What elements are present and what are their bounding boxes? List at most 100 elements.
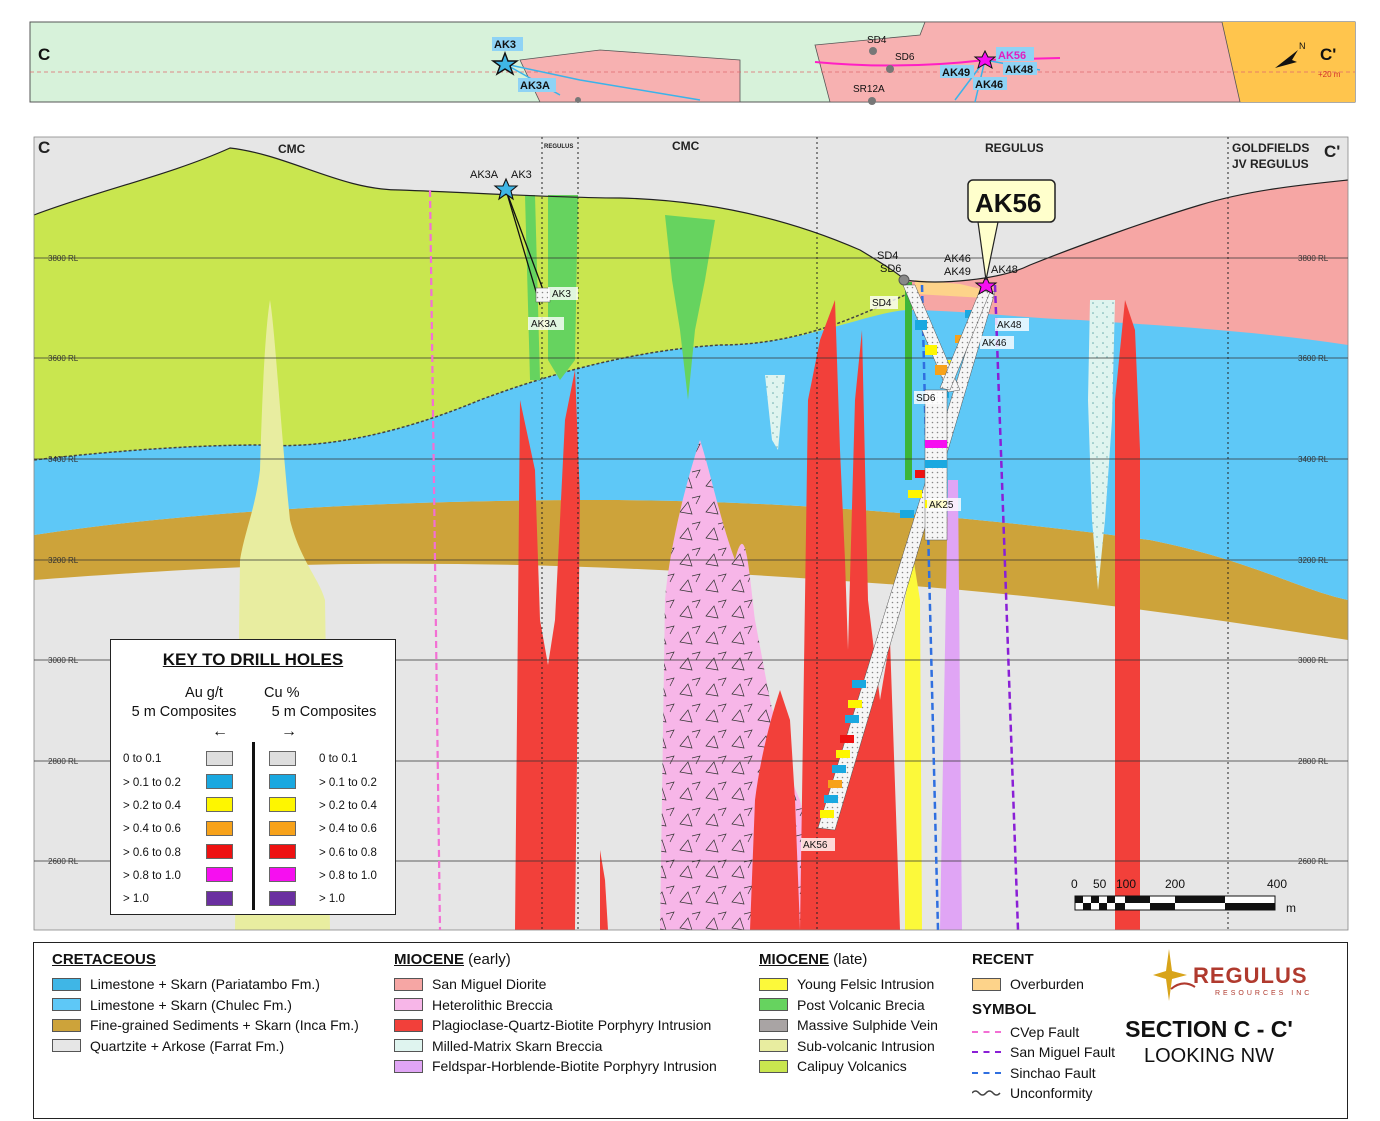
legend-item: Calipuy Volcanics bbox=[759, 1056, 938, 1077]
legend-item-label: Milled-Matrix Skarn Breccia bbox=[432, 1037, 603, 1054]
key-au-range: 0 to 0.1 bbox=[123, 753, 162, 765]
legend-miocene-early: MIOCENE (early) San Miguel Diorite Heter… bbox=[394, 951, 717, 1077]
collar-label-sd6: SD6 bbox=[880, 263, 901, 275]
legend-item-label: San Miguel Fault bbox=[1010, 1044, 1116, 1061]
key-cu-swatch bbox=[269, 751, 296, 766]
legend-item-label: Calipuy Volcanics bbox=[797, 1058, 907, 1075]
legend-heading-symbol: SYMBOL bbox=[972, 1000, 1037, 1018]
key-au-swatch bbox=[206, 821, 233, 836]
legend-item: CVep Fault bbox=[972, 1022, 1115, 1043]
scale-tick-400: 400 bbox=[1267, 877, 1287, 891]
key-cu-swatch bbox=[269, 797, 296, 812]
legend-item: Limestone + Skarn (Chulec Fm.) bbox=[52, 995, 359, 1016]
legend-item: Massive Sulphide Vein bbox=[759, 1015, 938, 1036]
key-au-range: > 1.0 bbox=[123, 893, 149, 905]
collar-label-ak3a: AK3A bbox=[470, 169, 499, 181]
legend-item-label: San Miguel Diorite bbox=[432, 976, 547, 993]
section-title-line2: LOOKING NW bbox=[1143, 1045, 1274, 1067]
key-title: KEY TO DRILL HOLES bbox=[162, 650, 344, 669]
key-cu-swatch bbox=[269, 867, 296, 882]
key-au-header-line2: 5 m Composites bbox=[131, 704, 237, 720]
legend-heading-miocene-late-sub: (late) bbox=[829, 951, 868, 968]
plan-hole-ak56: AK56 bbox=[998, 50, 1026, 62]
legend-cretaceous: CRETACEOUS Limestone + Skarn (Pariatambo… bbox=[52, 951, 359, 1056]
key-au-swatch bbox=[206, 751, 233, 766]
collar-dot-sd bbox=[898, 274, 910, 286]
legend-item-label: Unconformity bbox=[1010, 1085, 1093, 1102]
key-au-swatch bbox=[206, 797, 233, 812]
ak56-callout: AK56 bbox=[967, 179, 1056, 281]
rl-label-right-3000: 3000 RL bbox=[1298, 656, 1329, 665]
plan-hole-ak49: AK49 bbox=[942, 67, 970, 79]
collar-label-sd4: SD4 bbox=[877, 250, 898, 262]
key-cu-header: Cu % 5 m Composites → bbox=[259, 684, 389, 741]
legend-heading-cretaceous: CRETACEOUS bbox=[52, 951, 156, 968]
rl-label-right-3400: 3400 RL bbox=[1298, 455, 1329, 464]
rl-label-right-2800: 2800 RL bbox=[1298, 757, 1329, 766]
rl-label-right-3200: 3200 RL bbox=[1298, 556, 1329, 565]
sinchao-fault-line bbox=[920, 284, 940, 931]
rl-label-right-2600: 2600 RL bbox=[1298, 857, 1329, 866]
plan-hole-sr12a: SR12A bbox=[853, 84, 885, 95]
legend-item: Sinchao Fault bbox=[972, 1063, 1115, 1084]
legend-heading-recent: RECENT bbox=[972, 951, 1034, 968]
collar-star-ak3 bbox=[493, 177, 519, 201]
key-au-range: > 0.4 to 0.6 bbox=[123, 823, 181, 835]
drill-hole-sd6 bbox=[924, 389, 948, 541]
key-cu-swatch bbox=[269, 891, 296, 906]
key-cu-range: > 0.8 to 1.0 bbox=[319, 870, 377, 882]
key-au-range: > 0.6 to 0.8 bbox=[123, 847, 181, 859]
collar-label-ak49: AK49 bbox=[944, 266, 971, 278]
plan-label-c-prime: C' bbox=[1320, 45, 1336, 64]
collar-label-ak48: AK48 bbox=[991, 264, 1018, 276]
legend-item: Feldspar-Horblende-Biotite Porphyry Intr… bbox=[394, 1056, 717, 1077]
legend-item-label: Quartzite + Arkose (Farrat Fm.) bbox=[90, 1037, 285, 1054]
rl-label-left-3800: 3800 RL bbox=[48, 254, 79, 263]
legend-item-label: Overburden bbox=[1010, 976, 1084, 993]
legend-item-label: Limestone + Skarn (Pariatambo Fm.) bbox=[90, 976, 320, 993]
callout-text: AK56 bbox=[975, 188, 1041, 218]
legend-item-label: CVep Fault bbox=[1010, 1023, 1080, 1040]
hole-label-ak25: AK25 bbox=[929, 500, 954, 511]
legend-item-label: Young Felsic Intrusion bbox=[797, 976, 935, 993]
key-au-swatch bbox=[206, 774, 233, 789]
key-cu-swatch bbox=[269, 821, 296, 836]
key-au-swatch bbox=[206, 867, 233, 882]
zone-label-regulus: REGULUS bbox=[985, 141, 1044, 155]
plan-hole-ak3a: AK3A bbox=[520, 80, 550, 92]
zone-label-jv-regulus: JV REGULUS bbox=[1232, 157, 1309, 171]
section-label-c-prime: C' bbox=[1324, 142, 1340, 161]
drill-hole-ak46 bbox=[939, 289, 991, 391]
collar-star-ak56 bbox=[974, 274, 998, 296]
legend-heading-miocene-early-sub: (early) bbox=[464, 951, 511, 968]
key-au-range: > 0.8 to 1.0 bbox=[123, 870, 181, 882]
drill-hole-sd4 bbox=[902, 284, 961, 393]
cvep-fault-line bbox=[428, 189, 442, 931]
legend-item: Milled-Matrix Skarn Breccia bbox=[394, 1036, 717, 1057]
hole-label-ak56: AK56 bbox=[803, 840, 828, 851]
scale-tick-100: 100 bbox=[1116, 877, 1136, 891]
key-au-range: > 0.2 to 0.4 bbox=[123, 800, 181, 812]
key-cu-header-line1: Cu % bbox=[264, 685, 300, 701]
zone-label-cmc-2: CMC bbox=[672, 139, 700, 153]
plan-hole-sd6: SD6 bbox=[895, 52, 915, 63]
legend-item: Unconformity bbox=[972, 1083, 1115, 1104]
rl-label-left-3000: 3000 RL bbox=[48, 656, 79, 665]
san-miguel-fault-line bbox=[993, 284, 1020, 931]
section-title-line1: SECTION C - C' bbox=[1125, 1016, 1293, 1042]
arrow-right-icon: → bbox=[281, 723, 297, 740]
rl-label-left-3400: 3400 RL bbox=[48, 455, 79, 464]
rl-label-left-3200: 3200 RL bbox=[48, 556, 79, 565]
key-au-header-line1: Au g/t bbox=[185, 685, 223, 701]
rl-label-left-2600: 2600 RL bbox=[48, 857, 79, 866]
key-cu-range: > 0.1 to 0.2 bbox=[319, 777, 377, 789]
hole-label-ak46: AK46 bbox=[982, 338, 1007, 349]
plan-hole-ak3: AK3 bbox=[494, 39, 516, 51]
legend-item: Overburden bbox=[972, 974, 1115, 995]
hole-label-sd4: SD4 bbox=[872, 298, 892, 309]
rl-label-left-3600: 3600 RL bbox=[48, 354, 79, 363]
plan-label-c: C bbox=[38, 45, 50, 64]
rl-label-right-3600: 3600 RL bbox=[1298, 354, 1329, 363]
scale-unit: m bbox=[1286, 901, 1296, 915]
key-au-range: > 0.1 to 0.2 bbox=[123, 777, 181, 789]
